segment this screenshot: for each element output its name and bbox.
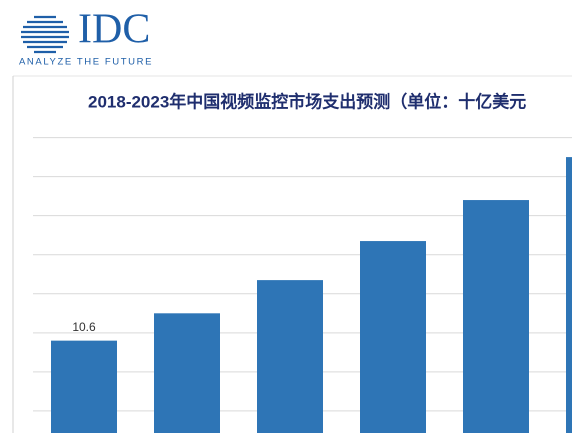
bar	[566, 157, 572, 433]
plot	[33, 137, 572, 433]
data-label: 10.6	[72, 320, 96, 334]
bar	[51, 340, 117, 433]
bar	[154, 313, 220, 433]
logo-name: IDC	[78, 7, 150, 53]
bar	[463, 200, 529, 433]
bar	[257, 280, 323, 433]
logo-globe	[21, 15, 69, 54]
chart-title: 2018-2023年中国视频监控市场支出预测（单位：十亿美元	[88, 91, 526, 111]
logo-tagline: ANALYZE THE FUTURE	[19, 57, 153, 68]
bar	[360, 241, 426, 433]
